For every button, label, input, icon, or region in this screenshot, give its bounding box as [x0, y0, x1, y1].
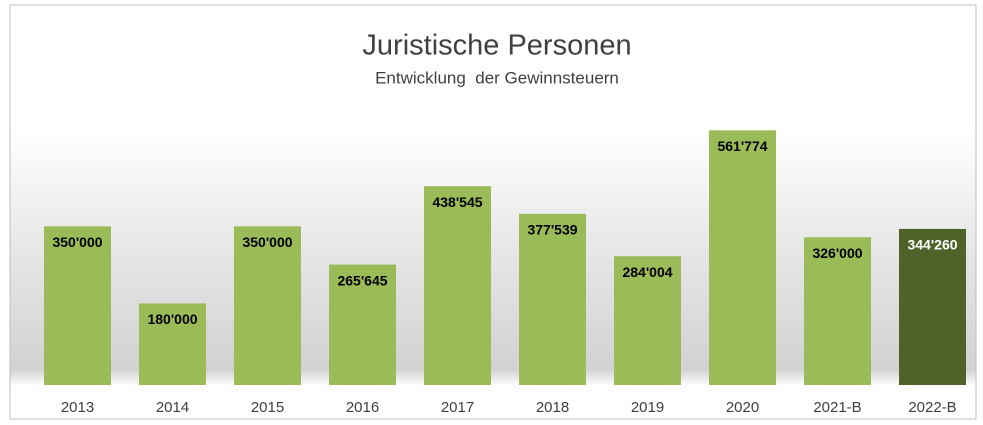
data-label: 326'000: [812, 245, 862, 261]
x-tick-label: 2022-B: [908, 399, 956, 416]
x-tick-label: 2016: [346, 399, 379, 416]
data-label: 350'000: [52, 234, 102, 250]
x-tick-label: 2014: [156, 399, 189, 416]
bar: [329, 264, 396, 385]
x-tick-label: 2021-B: [813, 399, 861, 416]
bar: [234, 226, 301, 385]
x-tick-label: 2020: [726, 399, 759, 416]
bar: [709, 130, 776, 385]
data-label: 344'260: [907, 237, 957, 253]
bar: [519, 213, 586, 385]
x-tick-label: 2013: [61, 399, 94, 416]
bar: [804, 237, 871, 385]
bar: [139, 303, 206, 385]
data-label: 180'000: [147, 311, 197, 327]
bar: [424, 186, 491, 385]
data-label: 377'539: [527, 222, 577, 238]
data-label: 438'545: [432, 194, 482, 210]
data-label: 284'004: [622, 264, 672, 280]
data-label: 265'645: [337, 272, 387, 288]
x-tick-label: 2019: [631, 399, 664, 416]
x-tick-label: 2018: [536, 399, 569, 416]
x-tick-label: 2017: [441, 399, 474, 416]
chart-title: Juristische Personen: [362, 30, 631, 62]
bar: [614, 256, 681, 385]
data-label: 350'000: [242, 234, 292, 250]
data-label: 561'774: [717, 138, 767, 154]
chart-subtitle: Entwicklung der Gewinnsteuern: [375, 68, 619, 87]
bar: [44, 226, 111, 385]
bar: [899, 228, 966, 385]
x-tick-label: 2015: [251, 399, 284, 416]
